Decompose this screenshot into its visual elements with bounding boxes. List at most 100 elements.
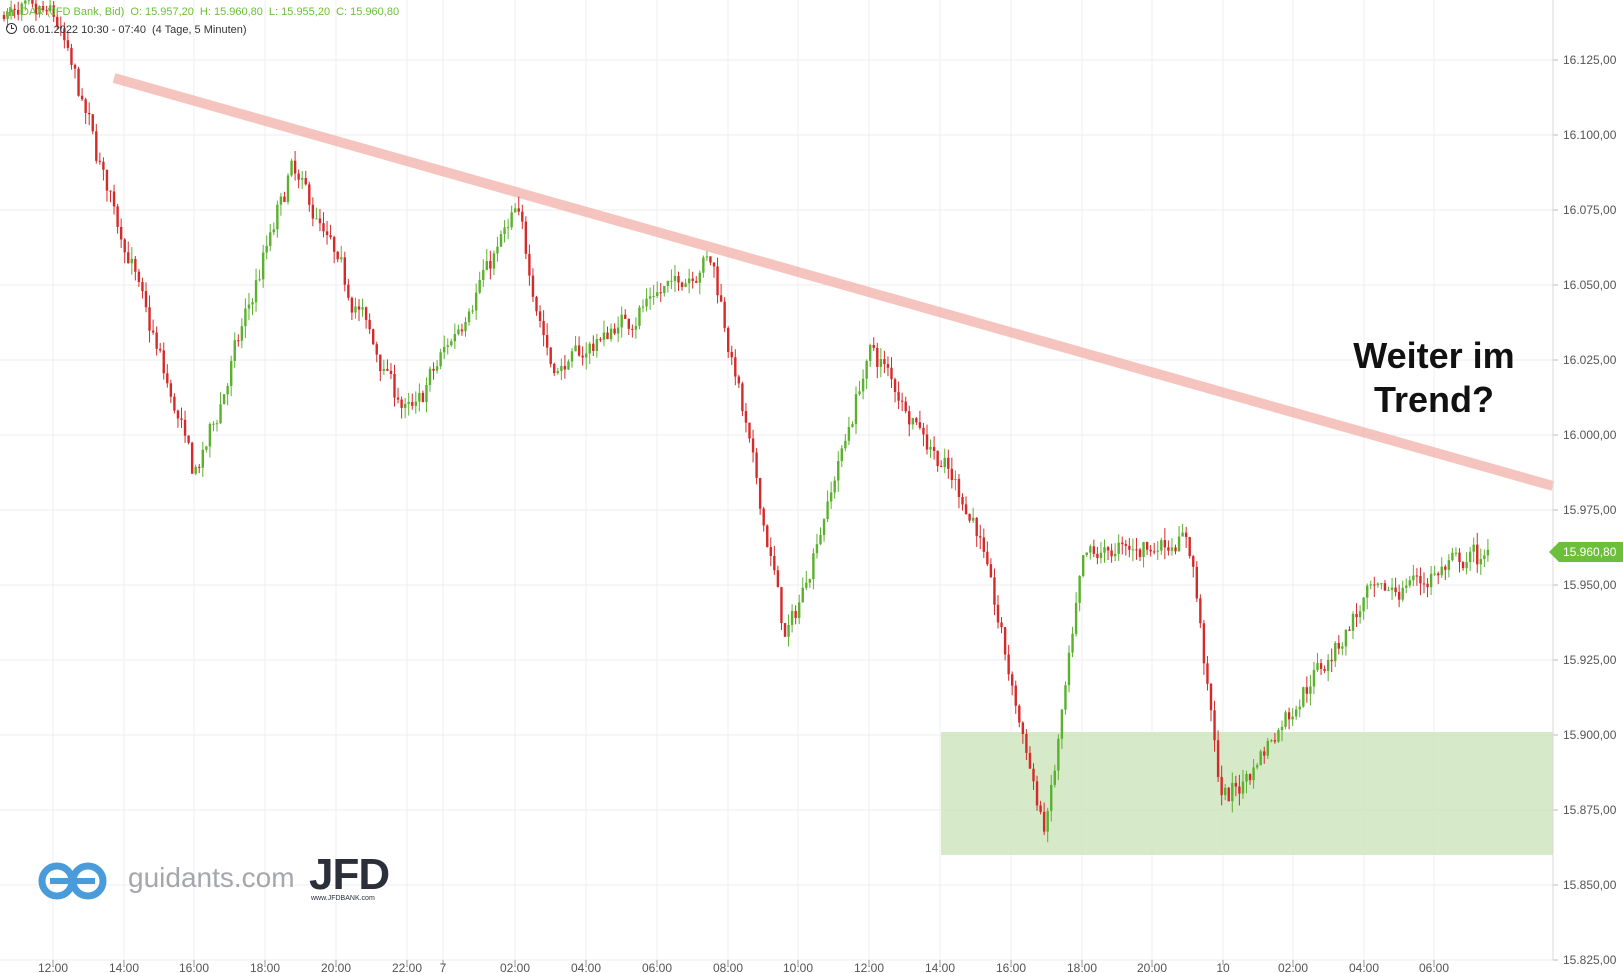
candle-body — [638, 307, 641, 326]
candle-body — [467, 311, 471, 322]
candle-body — [837, 461, 840, 481]
candle-body — [1362, 597, 1365, 612]
candles — [2, 0, 1490, 843]
y-tick-label: 15.925,00 — [1563, 653, 1617, 667]
candle-body — [1277, 730, 1280, 742]
candle-body — [606, 332, 609, 340]
candle-body — [315, 218, 318, 220]
candle-body — [869, 344, 872, 361]
candle-body — [1397, 592, 1401, 600]
candle-body — [684, 283, 687, 288]
candle-body — [844, 440, 847, 449]
y-tick-label: 16.000,00 — [1563, 428, 1617, 442]
x-tick-label: 20:00 — [1137, 961, 1167, 973]
candle-body — [1082, 555, 1085, 576]
candle-body — [599, 339, 602, 341]
candle-body — [851, 424, 854, 427]
candle-body — [1195, 566, 1198, 599]
high-value: H: 15.960,80 — [199, 6, 263, 18]
candle-body — [251, 302, 254, 305]
candle-body — [1131, 549, 1135, 551]
candle-body — [244, 308, 247, 327]
candle-body — [819, 534, 822, 545]
x-tick-label: 04:00 — [1349, 961, 1379, 973]
candle-body — [304, 178, 307, 185]
candle-body — [1142, 542, 1145, 558]
x-tick-label: 20:00 — [321, 961, 351, 973]
candle-body — [560, 365, 563, 372]
candle-body — [585, 353, 588, 358]
candle-body — [975, 517, 978, 537]
candle-body — [2, 15, 6, 19]
candle-body — [332, 237, 336, 252]
instrument-label: DAX (JFD Bank, Bid) — [21, 6, 125, 18]
candle-body — [616, 327, 620, 334]
candle-body — [1128, 545, 1131, 550]
candle-body — [1078, 575, 1081, 603]
candle-body — [996, 604, 1000, 623]
candle-body — [727, 327, 730, 352]
y-tick-label: 15.875,00 — [1563, 803, 1617, 817]
candle-body — [198, 466, 201, 468]
candle-body — [343, 257, 346, 285]
candle-body — [286, 175, 290, 202]
candle-body — [496, 246, 499, 254]
period-label: (4 Tage, 5 Minuten) — [151, 24, 247, 36]
candle-body — [1280, 726, 1284, 731]
candle-body — [474, 292, 478, 311]
candle-body — [1216, 740, 1220, 777]
candle-body — [925, 434, 929, 450]
candle-body — [354, 306, 357, 313]
annotation-line2: Trend? — [1373, 379, 1494, 420]
candle-body — [226, 385, 229, 395]
jfd-logo: JFD www.JFDBANK.com — [309, 850, 390, 903]
candle-body — [634, 325, 638, 330]
candle-body — [450, 341, 453, 346]
clock-icon — [6, 23, 17, 34]
candle-body — [932, 446, 936, 451]
x-tick-label: 18:00 — [1067, 961, 1097, 973]
candle-body — [1138, 549, 1142, 558]
candle-body — [979, 536, 982, 538]
jfd-logo-mark: JFD — [309, 850, 390, 899]
candle-body — [432, 368, 435, 371]
candle-body — [1003, 627, 1007, 655]
candle-body — [1092, 546, 1096, 554]
candle-body — [787, 624, 790, 637]
candle-body — [567, 361, 570, 370]
candle-body — [1405, 585, 1408, 588]
candle-body — [254, 280, 258, 303]
candle-body — [34, 3, 38, 15]
candle-body — [1444, 566, 1447, 570]
candle-body — [1316, 663, 1319, 671]
candle-body — [460, 329, 464, 332]
candle-body — [84, 99, 87, 113]
candle-body — [783, 623, 787, 637]
candle-body — [88, 112, 91, 115]
candle-body — [961, 496, 964, 505]
candle-body — [943, 457, 946, 467]
candle-body — [986, 551, 989, 565]
y-tick-label: 16.025,00 — [1563, 353, 1617, 367]
candle-body — [1224, 787, 1227, 796]
y-tick-label: 16.075,00 — [1563, 203, 1617, 217]
candle-body — [375, 344, 378, 355]
candle-body — [1096, 553, 1099, 559]
candle-body — [368, 319, 371, 330]
candle-body — [141, 282, 144, 292]
candle-body — [1341, 646, 1344, 649]
candle-body — [194, 466, 197, 474]
candle-body — [766, 525, 769, 548]
candle-body — [169, 383, 173, 397]
candle-body — [705, 256, 709, 258]
candle-body — [20, 3, 23, 15]
candle-body — [993, 577, 996, 605]
annotation-line1: Weiter im — [1353, 335, 1515, 376]
candle-body — [1121, 542, 1124, 545]
candle-body — [1472, 544, 1475, 552]
candle-body — [940, 466, 943, 468]
candle-body — [847, 426, 851, 441]
candle-body — [240, 326, 244, 341]
candle-body — [17, 9, 20, 15]
candle-body — [1177, 536, 1181, 552]
